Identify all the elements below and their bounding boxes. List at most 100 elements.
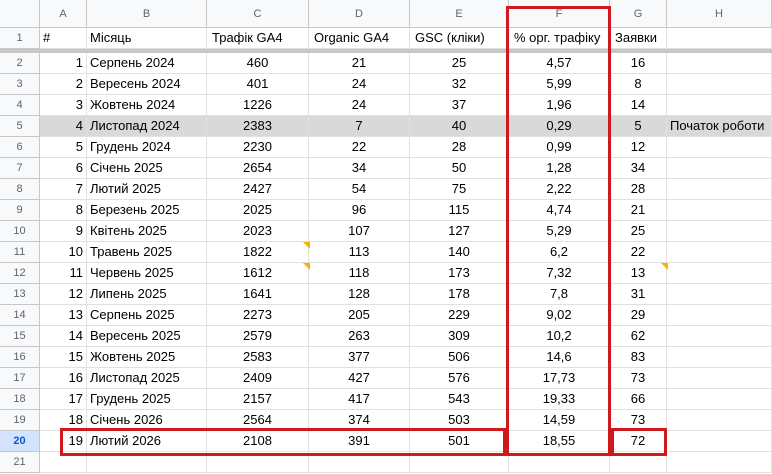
cell-text: Грудень 2024 (87, 137, 207, 158)
cell-text: Вересень 2024 (87, 74, 207, 95)
cell (87, 452, 207, 473)
cell-text: 40 (410, 116, 509, 137)
cell-text: 21 (309, 53, 410, 74)
cell-text: Заявки (610, 28, 667, 49)
row-header: 11 (0, 242, 40, 263)
cell-text: Лютий 2026 (87, 431, 207, 452)
cell (667, 28, 772, 49)
row-header: 16 (0, 347, 40, 368)
cell-text: Квітень 2025 (87, 221, 207, 242)
cell (410, 452, 509, 473)
row-header: 7 (0, 158, 40, 179)
cell-text: Березень 2025 (87, 200, 207, 221)
cell (667, 431, 772, 452)
cell-text: 37 (410, 95, 509, 116)
cell-text: 22 (610, 242, 667, 263)
cell-text: 576 (410, 368, 509, 389)
cell-text: 4 (40, 116, 87, 137)
cell-text: 127 (410, 221, 509, 242)
cell-text: Місяць (87, 28, 207, 49)
cell-text: 205 (309, 305, 410, 326)
cell-text: % орг. трафіку (509, 28, 610, 49)
cell-text: 10,2 (509, 326, 610, 347)
cell-text: 2023 (207, 221, 309, 242)
cell-text: 1612 (207, 263, 309, 284)
cell-text: 8 (610, 74, 667, 95)
cell (667, 263, 772, 284)
cell-text: 28 (610, 179, 667, 200)
cell-text: 73 (610, 410, 667, 431)
cell-text: 460 (207, 53, 309, 74)
cell-text: 173 (410, 263, 509, 284)
cell-text: 6 (40, 158, 87, 179)
cell-text: 4,74 (509, 200, 610, 221)
cell-text: 115 (410, 200, 509, 221)
row-header: 15 (0, 326, 40, 347)
cell-text: # (40, 28, 87, 49)
cell-text: 73 (610, 368, 667, 389)
cell-text: 7,32 (509, 263, 610, 284)
cell-text: 32 (410, 74, 509, 95)
cell-text: 5,29 (509, 221, 610, 242)
cell-text: Жовтень 2024 (87, 95, 207, 116)
row-header: 10 (0, 221, 40, 242)
corner (0, 0, 40, 28)
row-header: 2 (0, 53, 40, 74)
cell-text: 1641 (207, 284, 309, 305)
cell-text: 503 (410, 410, 509, 431)
cell-text: 4,57 (509, 53, 610, 74)
cell (667, 347, 772, 368)
cell-text: 12 (40, 284, 87, 305)
cell-text: 5,99 (509, 74, 610, 95)
cell-text: 118 (309, 263, 410, 284)
cell-text: Трафік GA4 (207, 28, 309, 49)
cell-text: 2383 (207, 116, 309, 137)
cell (667, 284, 772, 305)
cell-text: 178 (410, 284, 509, 305)
cell-text: 2427 (207, 179, 309, 200)
cell-text: 7 (40, 179, 87, 200)
cell-text: 7 (309, 116, 410, 137)
cell-text: Лютий 2025 (87, 179, 207, 200)
cell-text: Липень 2025 (87, 284, 207, 305)
row-header: 19 (0, 410, 40, 431)
cell (509, 452, 610, 473)
column-header: G (610, 0, 667, 28)
cell-text: 2583 (207, 347, 309, 368)
cell-text: 1 (40, 53, 87, 74)
cell-text: Вересень 2025 (87, 326, 207, 347)
cell-text: Грудень 2025 (87, 389, 207, 410)
cell-text: 15 (40, 347, 87, 368)
cell-text: Листопад 2025 (87, 368, 207, 389)
cell-text: 34 (309, 158, 410, 179)
cell-text: Січень 2026 (87, 410, 207, 431)
row-header: 20 (0, 431, 40, 452)
cell-text: 11 (40, 263, 87, 284)
cell-text: 9,02 (509, 305, 610, 326)
cell (667, 53, 772, 74)
cell-text: 21 (610, 200, 667, 221)
cell-text: 1822 (207, 242, 309, 263)
cell-text: Січень 2025 (87, 158, 207, 179)
cell (667, 326, 772, 347)
cell-text: 96 (309, 200, 410, 221)
comment-marker (303, 263, 310, 270)
cell-text: 12 (610, 137, 667, 158)
cell-text: 24 (309, 74, 410, 95)
cell (667, 368, 772, 389)
cell (667, 200, 772, 221)
cell-text: 1,28 (509, 158, 610, 179)
cell-text: 2108 (207, 431, 309, 452)
row-header: 6 (0, 137, 40, 158)
cell-text: 417 (309, 389, 410, 410)
cell-text: 2579 (207, 326, 309, 347)
cell-text: 54 (309, 179, 410, 200)
cell-text: 2,22 (509, 179, 610, 200)
cell-text: 14,6 (509, 347, 610, 368)
cell-text: 18 (40, 410, 87, 431)
cell-text: 1,96 (509, 95, 610, 116)
cell-text: 31 (610, 284, 667, 305)
frozen-divider (0, 49, 772, 53)
cell-text: 17,73 (509, 368, 610, 389)
cell-text: 6,2 (509, 242, 610, 263)
